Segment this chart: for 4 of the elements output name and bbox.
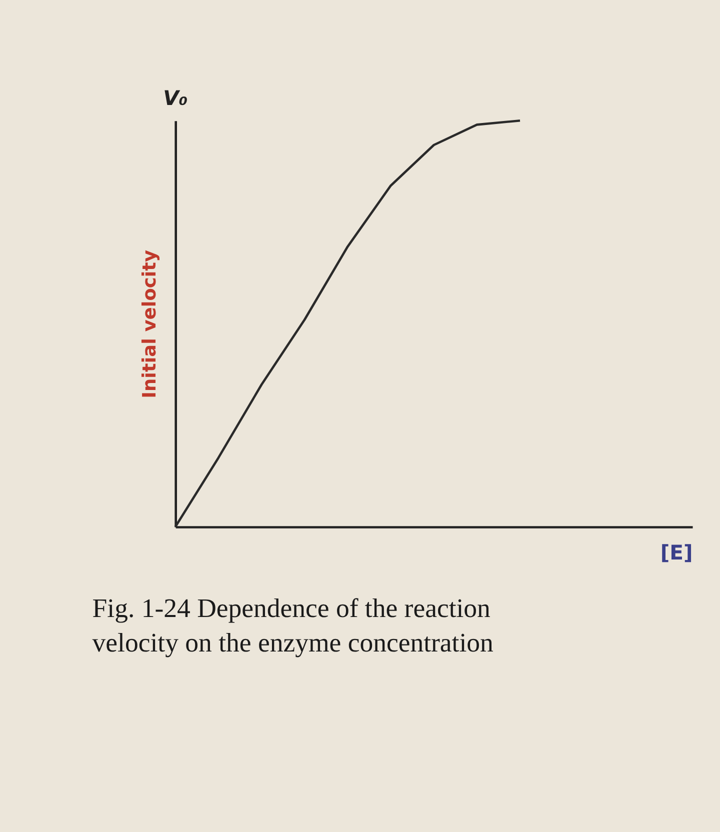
text: V₀ [163, 86, 188, 110]
caption: Fig. 1-24 Dependence of the reaction velocity on the enzyme concentration [92, 593, 494, 658]
y-axis-title: Initial velocity [140, 250, 161, 398]
x-axis-title: [E] [660, 540, 693, 565]
